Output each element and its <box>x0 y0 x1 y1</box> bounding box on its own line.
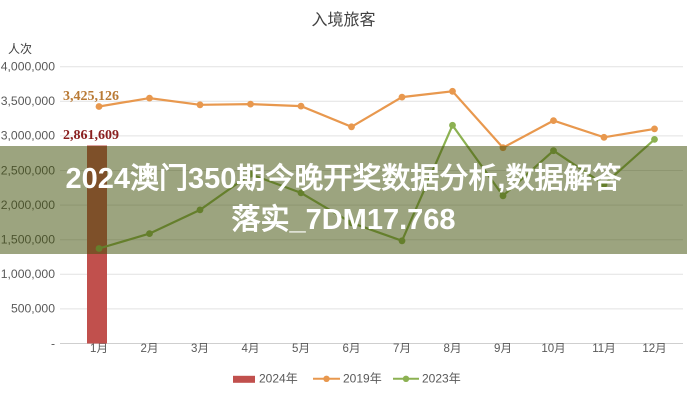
svg-text:8月: 8月 <box>444 343 462 355</box>
svg-text:2024年: 2024年 <box>259 371 298 385</box>
svg-text:4,000,000: 4,000,000 <box>1 60 55 74</box>
svg-text:1月: 1月 <box>90 343 108 355</box>
svg-text:2月: 2月 <box>141 343 159 355</box>
svg-text:9月: 9月 <box>494 343 512 355</box>
svg-text:3,000,000: 3,000,000 <box>1 129 55 143</box>
svg-text:7月: 7月 <box>393 343 411 355</box>
svg-text:11月: 11月 <box>592 343 615 355</box>
svg-text:10月: 10月 <box>541 343 565 355</box>
svg-text:2019年: 2019年 <box>343 371 382 385</box>
svg-text:500,000: 500,000 <box>11 302 55 316</box>
svg-text:12月: 12月 <box>642 343 666 355</box>
svg-text:-: - <box>51 336 55 350</box>
svg-text:3,425,126: 3,425,126 <box>63 89 119 104</box>
svg-text:2023年: 2023年 <box>422 371 461 385</box>
svg-text:5月: 5月 <box>292 343 310 355</box>
svg-text:4月: 4月 <box>242 343 260 355</box>
svg-text:2,861,609: 2,861,609 <box>63 128 119 143</box>
svg-text:3月: 3月 <box>191 343 209 355</box>
svg-text:3,500,000: 3,500,000 <box>1 94 55 108</box>
svg-text:6月: 6月 <box>343 343 361 355</box>
svg-text:1,000,000: 1,000,000 <box>1 267 55 281</box>
